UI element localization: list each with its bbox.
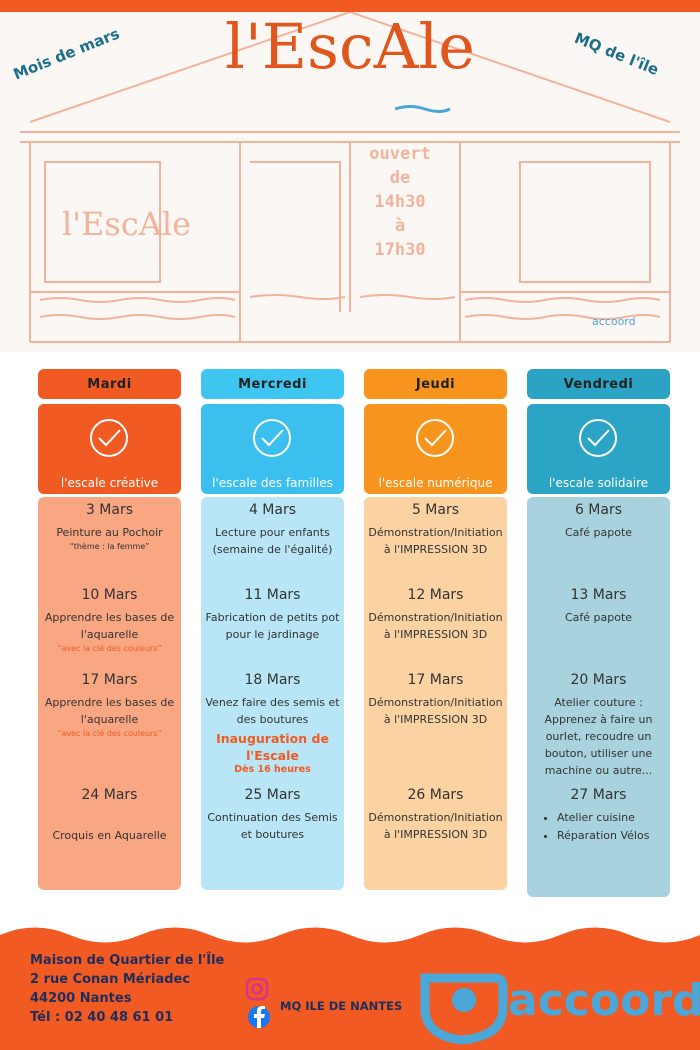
event-date: 3 Mars — [85, 502, 134, 518]
address-line: Maison de Quartier de l'Île — [30, 953, 225, 968]
event-text: Apprendre les bases de l'aquarelle — [44, 696, 175, 726]
address: Maison de Quartier de l'Île 2 rue Conan M… — [30, 951, 224, 1027]
event-date: 27 Mars — [570, 787, 627, 803]
event-date: 17 Mars — [81, 672, 138, 688]
footer-band — [0, 927, 700, 1050]
event-text: Démonstration/Initiation à l'IMPRESSION … — [368, 811, 503, 841]
social: MQ ILE DE NANTES — [280, 999, 403, 1013]
theme-icon — [579, 419, 617, 457]
bullet-item: Atelier cuisine — [557, 809, 668, 827]
event-note: “avec la clé des couleurs” — [57, 644, 162, 653]
bullet-list: Atelier cuisineRéparation Vélos — [529, 809, 668, 845]
event-note: “thème : la femme” — [69, 542, 150, 551]
event: 17 Mars Apprendre les bases de l'aquarell… — [40, 672, 179, 738]
event-text: Démonstration/Initiation à l'IMPRESSION … — [368, 696, 503, 726]
address-line: 44200 Nantes — [30, 991, 132, 1006]
event-text: Peinture au Pochoir — [56, 526, 163, 539]
column-body — [38, 497, 181, 890]
hours-line: de — [389, 168, 411, 188]
event: 3 Mars Peinture au Pochoir “thème : la fem… — [40, 502, 179, 551]
event: 10 Mars Apprendre les bases de l'aquarell… — [40, 587, 179, 653]
theme-box: l'escale solidaire — [527, 404, 670, 494]
event: 12 Mars Démonstration/Initiation à l'IMPR… — [366, 587, 505, 643]
theme-label: l'escale des familles — [212, 476, 333, 490]
theme-box: l'escale des familles — [201, 404, 344, 494]
day-tab: Jeudi — [364, 369, 507, 399]
brand: accoord — [508, 975, 700, 1026]
event: 27 Mars Atelier cuisineRéparation Vélos — [529, 787, 668, 845]
opening-hours: ouvert de 14h30 à 17h30 — [350, 142, 450, 262]
event: 17 Mars Démonstration/Initiation à l'IMPR… — [366, 672, 505, 728]
hours-line: à — [394, 216, 406, 236]
event: 20 Mars Atelier couture : Apprenez à fair… — [529, 672, 668, 779]
top-bar — [0, 0, 700, 12]
event-note: “avec la clé des couleurs” — [57, 729, 162, 738]
event: 11 Mars Fabrication de petits pot pour le… — [203, 587, 342, 643]
event-text: Croquis en Aquarelle — [52, 829, 167, 842]
event-text: Venez faire des semis et des boutures — [205, 696, 340, 726]
event-text: Café papote — [564, 611, 633, 624]
event: 18 Mars Venez faire des semis et des bout… — [203, 672, 342, 775]
theme-box: l'escale numérique — [364, 404, 507, 494]
theme-icon — [416, 419, 454, 457]
bullet-item: Réparation Vélos — [557, 827, 668, 845]
theme-label: l'escale solidaire — [548, 476, 649, 490]
event: 24 Mars Croquis en Aquarelle — [40, 787, 179, 844]
event-date: 12 Mars — [407, 587, 464, 603]
column-body — [201, 497, 344, 890]
event-date: 26 Mars — [407, 787, 464, 803]
column-body — [527, 497, 670, 897]
theme-icon — [253, 419, 291, 457]
event: 6 Mars Café papote — [529, 502, 668, 541]
column-body — [364, 497, 507, 890]
event-highlight: Inauguration de l'Escale — [216, 731, 329, 763]
event-date: 17 Mars — [407, 672, 464, 688]
day-tab: Mercredi — [201, 369, 344, 399]
event-date: 18 Mars — [244, 672, 301, 688]
address-line: 2 rue Conan Mériadec — [30, 972, 191, 987]
hours-line: 17h30 — [374, 240, 426, 260]
hours-line: 14h30 — [374, 192, 426, 212]
day-tab: Vendredi — [527, 369, 670, 399]
event-date: 6 Mars — [574, 502, 623, 518]
event-sub: Dès 16 heures — [234, 764, 311, 775]
event-date: 20 Mars — [570, 672, 627, 688]
event-date: 13 Mars — [570, 587, 627, 603]
theme-box: l'escale créative — [38, 404, 181, 494]
event-date: 5 Mars — [411, 502, 460, 518]
logo: l'EscAle — [225, 10, 475, 83]
event-text: Démonstration/Initiation à l'IMPRESSION … — [368, 611, 503, 641]
event-text: Café papote — [564, 526, 633, 539]
event: 25 Mars Continuation des Semis et bouture… — [203, 787, 342, 843]
event-text: Apprendre les bases de l'aquarelle — [44, 611, 175, 641]
theme-label: l'escale numérique — [378, 476, 493, 490]
event-date: 11 Mars — [244, 587, 301, 603]
event: 5 Mars Démonstration/Initiation à l'IMPRE… — [366, 502, 505, 558]
event-date: 10 Mars — [81, 587, 138, 603]
header-drawing — [0, 12, 700, 352]
brand-small: accoord — [592, 315, 636, 328]
event: 26 Mars Démonstration/Initiation à l'IMPR… — [366, 787, 505, 843]
hours-line: ouvert — [369, 144, 431, 164]
event: 4 Mars Lecture pour enfants (semaine de l… — [203, 502, 342, 558]
address-line: Tél : 02 40 48 61 01 — [30, 1010, 174, 1025]
event-date: 25 Mars — [244, 787, 301, 803]
event-date: 4 Mars — [248, 502, 297, 518]
event-text: Atelier couture : Apprenez à faire un ou… — [544, 696, 653, 777]
event-text: Lecture pour enfants (semaine de l'égali… — [212, 526, 333, 556]
event-text: Continuation des Semis et boutures — [207, 811, 338, 841]
event-text: Démonstration/Initiation à l'IMPRESSION … — [368, 526, 503, 556]
day-tab: Mardi — [38, 369, 181, 399]
window-logo: l'EscAle — [62, 205, 192, 243]
event: 13 Mars Café papote — [529, 587, 668, 626]
event-date: 24 Mars — [81, 787, 138, 803]
event-text: Fabrication de petits pot pour le jardin… — [205, 611, 340, 641]
theme-icon — [90, 419, 128, 457]
theme-label: l'escale créative — [60, 476, 159, 490]
